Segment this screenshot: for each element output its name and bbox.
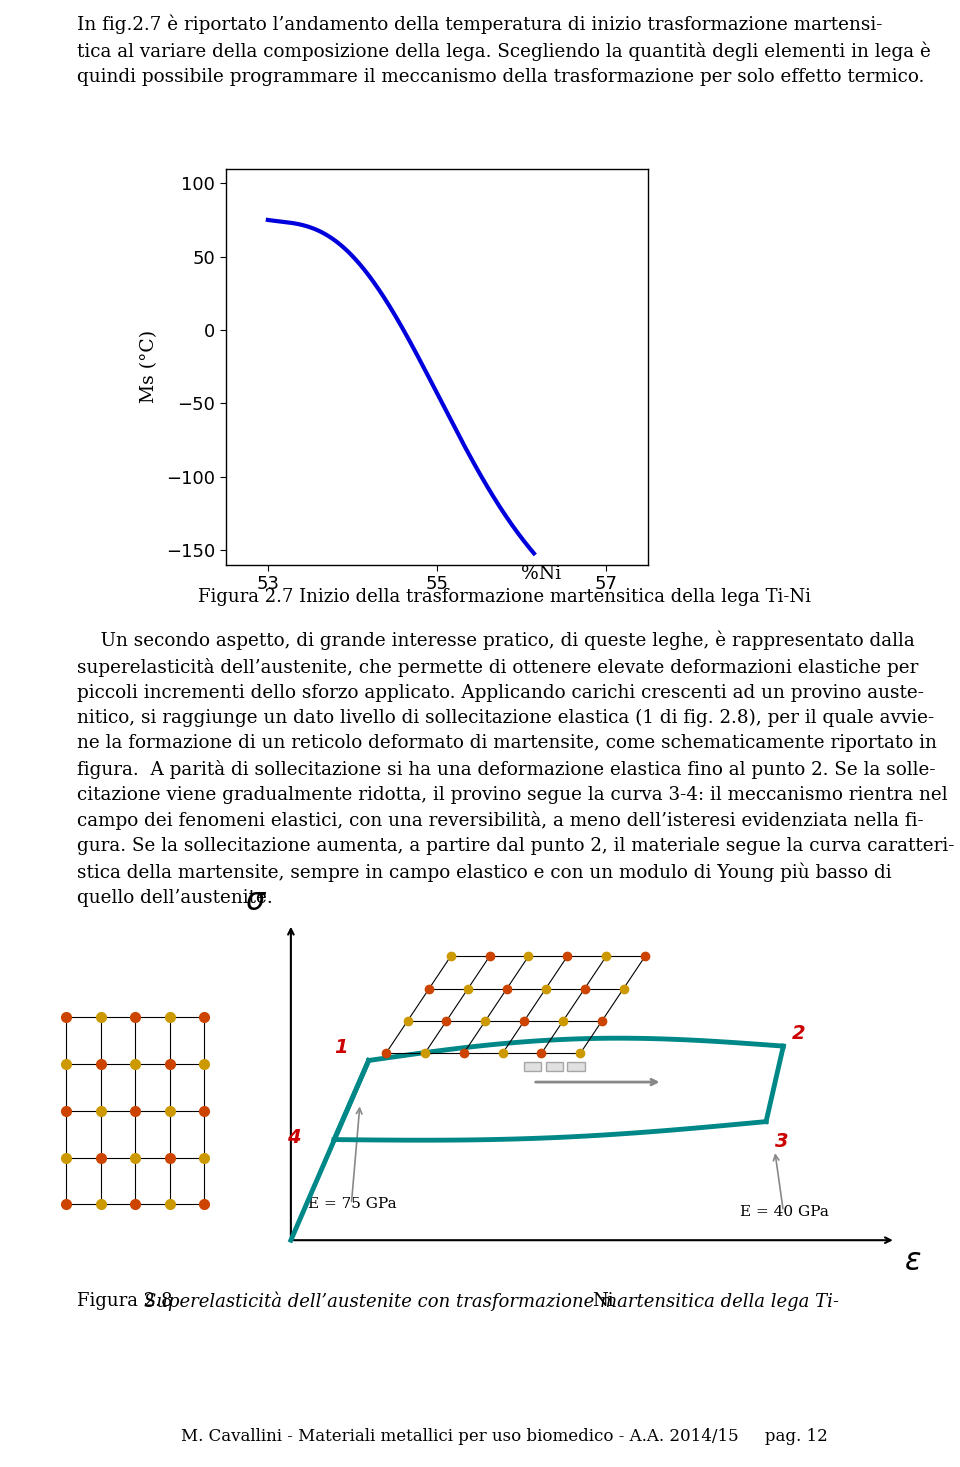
- Text: %Ni: %Ni: [521, 565, 562, 582]
- Text: M. Cavallini - Materiali metallici per uso biomedico - A.A. 2014/15     pag. 12: M. Cavallini - Materiali metallici per u…: [180, 1429, 828, 1445]
- Text: Figura 2.8: Figura 2.8: [77, 1292, 178, 1310]
- Bar: [524, 1062, 541, 1071]
- Bar: [567, 1062, 585, 1071]
- Text: $\sigma$: $\sigma$: [245, 886, 268, 917]
- Bar: [545, 1062, 563, 1071]
- Text: Figura 2.7 Inizio della trasformazione martensitica della lega Ti-Ni: Figura 2.7 Inizio della trasformazione m…: [198, 588, 810, 606]
- Text: E = 40 GPa: E = 40 GPa: [740, 1204, 829, 1219]
- Text: 4: 4: [286, 1128, 300, 1147]
- Text: 3: 3: [775, 1131, 788, 1150]
- Text: E = 75 GPa: E = 75 GPa: [308, 1197, 396, 1212]
- Text: In fig.2.7 è riportato l’andamento della temperatura di inizio trasformazione ma: In fig.2.7 è riportato l’andamento della…: [77, 15, 930, 87]
- Text: 2: 2: [792, 1024, 805, 1043]
- Y-axis label: Ms (°C): Ms (°C): [139, 330, 157, 403]
- Text: Superelasticità dell’austenite con trasformazione martensitica della lega Ti-: Superelasticità dell’austenite con trasf…: [144, 1291, 839, 1311]
- Text: $\varepsilon$: $\varepsilon$: [904, 1247, 922, 1278]
- Text: Ni: Ni: [591, 1292, 613, 1310]
- Text: 1: 1: [334, 1039, 348, 1058]
- Text: Un secondo aspetto, di grande interesse pratico, di queste leghe, è rappresentat: Un secondo aspetto, di grande interesse …: [77, 631, 954, 908]
